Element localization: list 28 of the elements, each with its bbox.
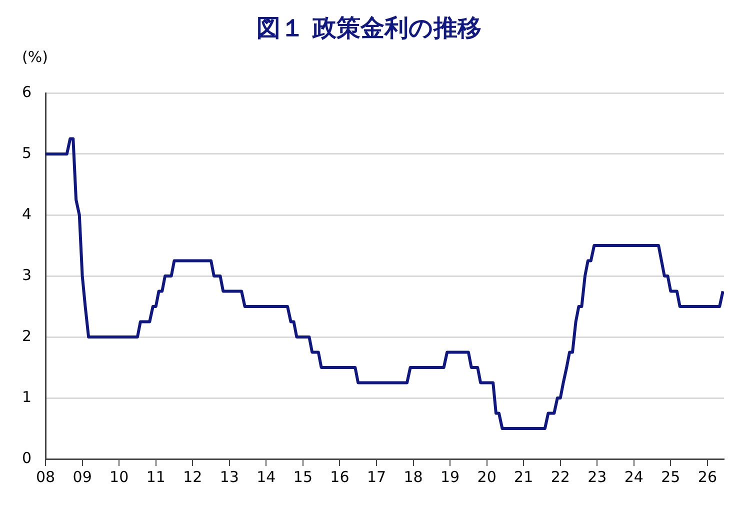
x-tick-label: 22 (550, 468, 570, 486)
x-tick-label: 26 (698, 468, 717, 486)
y-tick-label: 3 (22, 266, 32, 284)
x-tick-label: 23 (588, 468, 607, 486)
x-tick-label: 19 (440, 468, 460, 486)
x-tick-label: 08 (36, 468, 56, 486)
x-tick-label: 18 (404, 468, 423, 486)
y-tick-label: 5 (22, 144, 32, 162)
y-tick-label: 4 (22, 204, 32, 223)
x-tick-label: 09 (72, 468, 92, 486)
x-tick-label: 10 (110, 468, 129, 486)
x-tick-label: 20 (477, 468, 496, 486)
x-tick-label: 16 (330, 468, 350, 486)
x-tick-label: 17 (366, 468, 386, 486)
x-tick-label: 12 (183, 468, 202, 486)
x-tick-label: 11 (146, 468, 166, 486)
x-tick-label: 21 (514, 468, 534, 486)
x-tick-label: 25 (661, 468, 680, 486)
y-tick-label: 1 (22, 388, 32, 406)
y-tick-label: 2 (22, 326, 32, 345)
x-tick-label: 24 (624, 468, 644, 486)
y-tick-label: 0 (22, 448, 32, 467)
y-axis-title: (%) (21, 48, 49, 68)
x-tick-label: 15 (293, 468, 312, 486)
x-tick-label: 13 (220, 468, 239, 486)
chart-title: 図１ 政策金利の推移 (255, 13, 483, 44)
x-tick-label: 14 (256, 468, 276, 486)
y-tick-label: 6 (22, 82, 32, 101)
